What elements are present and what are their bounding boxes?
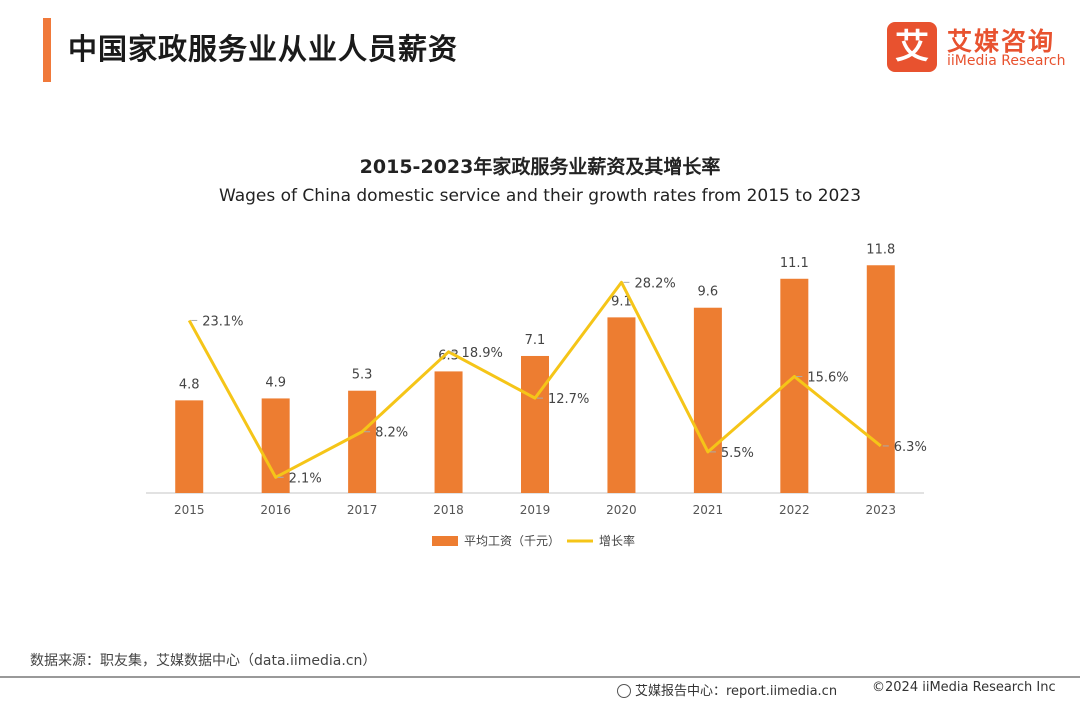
legend-bar-swatch	[432, 536, 458, 546]
copyright: ©2024 iiMedia Research Inc	[872, 680, 1056, 695]
x-tick-label-2019: 2019	[520, 503, 551, 517]
report-center[interactable]: 艾媒报告中心：report.iimedia.cn	[617, 680, 837, 699]
bar-2023	[866, 265, 895, 493]
x-tick-label-2020: 2020	[606, 503, 637, 517]
footer-divider	[0, 676, 1080, 678]
bar-2018	[434, 371, 463, 493]
chart-subtitle: Wages of China domestic service and thei…	[218, 186, 862, 206]
report-center-text: 艾媒报告中心：report.iimedia.cn	[635, 684, 838, 699]
bar-value-label-2015: 4.8	[179, 377, 200, 392]
bar-value-label-2019: 7.1	[525, 333, 546, 348]
page-title: 中国家政服务业从业人员薪资	[68, 32, 459, 66]
x-tick-label-2022: 2022	[779, 503, 810, 517]
bar-value-label-2023: 11.8	[866, 242, 895, 257]
x-tick-label-2023: 2023	[866, 503, 897, 517]
growth-value-label-2023: 6.3%	[894, 440, 927, 455]
bar-value-label-2016: 4.9	[265, 375, 286, 390]
x-tick-label-2015: 2015	[174, 503, 205, 517]
growth-value-label-2017: 8.2%	[375, 426, 408, 441]
x-tick-label-2021: 2021	[693, 503, 724, 517]
x-tick-label-2018: 2018	[433, 503, 464, 517]
bar-2017	[348, 390, 377, 493]
growth-value-label-2016: 2.1%	[289, 471, 322, 486]
bar-value-label-2017: 5.3	[352, 368, 373, 383]
legend-line-label: 增长率	[599, 533, 635, 548]
logo-name-cn: 艾媒咨询	[947, 27, 1056, 56]
x-tick-label-2016: 2016	[260, 503, 291, 517]
chart-svg: 4.820154.920165.320176.320187.120199.120…	[146, 242, 927, 548]
growth-value-label-2020: 28.2%	[634, 276, 675, 291]
x-tick-label-2017: 2017	[347, 503, 378, 517]
growth-value-label-2021: 5.5%	[721, 446, 754, 461]
bar-value-label-2021: 9.6	[698, 285, 719, 300]
bar-2021	[693, 307, 722, 493]
growth-rate-line	[187, 280, 882, 479]
legend-bar-label: 平均工资（千元）	[464, 534, 560, 548]
bar-value-label-2020: 9.1	[611, 294, 632, 309]
title-accent-bar	[43, 18, 51, 82]
growth-value-label-2018: 18.9%	[462, 346, 503, 361]
data-source: 数据来源：职友集，艾媒数据中心（data.iimedia.cn）	[30, 653, 377, 669]
bar-value-label-2022: 11.1	[780, 256, 809, 271]
bar-2016	[261, 398, 290, 493]
logo-name-en: iiMedia Research	[947, 53, 1066, 69]
growth-value-label-2015: 23.1%	[202, 314, 243, 329]
brand-logo: 艾 艾媒咨询 iiMedia Research	[887, 22, 1067, 74]
bar-2020	[607, 317, 636, 493]
chart-title: 2015-2023年家政服务业薪资及其增长率	[359, 156, 721, 178]
globe-icon	[617, 684, 631, 698]
bar-2015	[175, 400, 204, 493]
growth-value-label-2019: 12.7%	[548, 392, 589, 407]
bar-2019	[521, 355, 549, 493]
growth-value-label-2022: 15.6%	[807, 370, 848, 385]
logo-mark-icon: 艾	[887, 22, 937, 72]
